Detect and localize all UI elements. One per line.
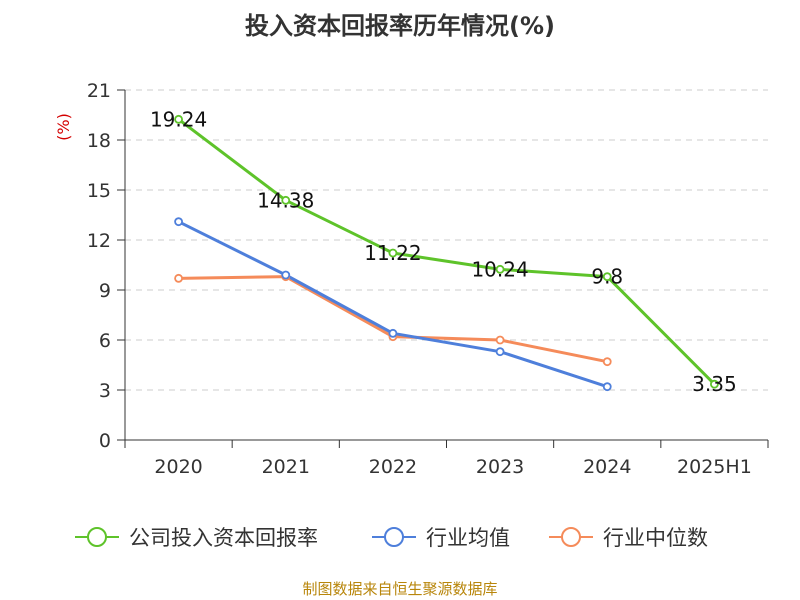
data-label: 11.22 (364, 241, 421, 265)
data-point[interactable] (174, 114, 183, 124)
x-tick-label: 2025H1 (677, 456, 752, 478)
legend: 公司投入资本回报率 行业均值 行业中位数 (75, 526, 708, 550)
x-tick-label: 2020 (154, 456, 202, 478)
legend-marker (561, 527, 581, 547)
data-point[interactable] (495, 347, 505, 357)
y-tick-label: 15 (87, 180, 111, 202)
legend-label[interactable]: 行业中位数 (603, 526, 708, 550)
y-tick-label: 6 (99, 330, 111, 352)
legend-label[interactable]: 公司投入资本回报率 (129, 526, 318, 550)
data-point[interactable] (174, 273, 183, 283)
data-point[interactable] (602, 382, 612, 392)
axes: 0 3 6 9 12 15 18 21 2020 2021 2022 2023 2024 2025H1 (%… (54, 80, 769, 478)
legend-marker (384, 527, 404, 547)
data-labels: 19.24 14.38 11.22 10.24 9.8 3.35 (150, 107, 737, 396)
y-tick-label: 21 (87, 80, 111, 102)
data-label: 10.24 (471, 257, 528, 281)
x-tick-label: 2024 (583, 456, 631, 478)
x-tick-label: 2023 (476, 456, 524, 478)
series-points (174, 114, 719, 392)
data-point[interactable] (710, 379, 719, 389)
series-lines (177, 118, 716, 389)
source-footer: 制图数据来自恒生聚源数据库 (302, 580, 498, 598)
data-point[interactable] (281, 195, 291, 205)
data-point[interactable] (602, 357, 612, 367)
y-tick-label: 18 (87, 130, 111, 152)
series-line (178, 275, 608, 364)
y-tick-label: 9 (99, 280, 111, 302)
y-tick-label: 12 (87, 230, 111, 252)
legend-marker (87, 527, 107, 547)
data-point[interactable] (174, 217, 183, 227)
series-line (177, 118, 716, 386)
grid-lines (125, 89, 768, 391)
data-point[interactable] (388, 328, 398, 338)
data-point[interactable] (602, 272, 612, 282)
chart-title: 投入资本回报率历年情况(%) (245, 12, 555, 40)
y-tick-label: 0 (99, 430, 111, 452)
data-label: 3.35 (692, 372, 737, 396)
data-label: 19.24 (150, 107, 207, 131)
y-tick-label: 3 (99, 380, 111, 402)
data-label: 14.38 (257, 188, 314, 212)
data-point[interactable] (495, 335, 505, 345)
x-tick-label: 2021 (262, 456, 310, 478)
x-tick-label: 2022 (369, 456, 417, 478)
data-point[interactable] (388, 248, 398, 258)
data-point[interactable] (495, 264, 505, 274)
y-axis-unit-label: (%) (54, 113, 73, 141)
data-label: 9.8 (591, 265, 623, 289)
data-point[interactable] (281, 270, 291, 280)
legend-label[interactable]: 行业均值 (426, 526, 510, 550)
